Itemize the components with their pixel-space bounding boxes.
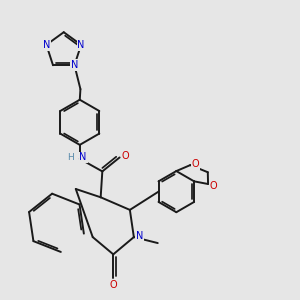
Text: O: O	[122, 151, 129, 161]
Text: N: N	[80, 152, 87, 163]
Text: N: N	[43, 40, 50, 50]
Text: N: N	[71, 60, 78, 70]
Text: N: N	[136, 231, 143, 241]
Text: O: O	[110, 280, 117, 290]
Text: N: N	[77, 40, 85, 50]
Text: H: H	[67, 153, 74, 162]
Text: O: O	[210, 181, 217, 191]
Text: O: O	[192, 159, 200, 169]
